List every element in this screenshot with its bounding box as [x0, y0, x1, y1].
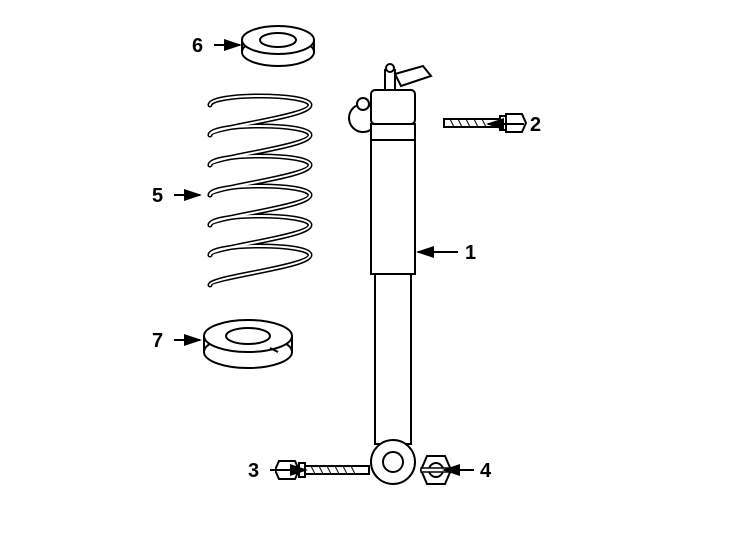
callout-layer [0, 0, 734, 540]
callout-4-label: 4 [480, 460, 491, 483]
callout-4: 4 [480, 460, 491, 483]
callout-6-label: 6 [192, 35, 203, 58]
callout-5-label: 5 [152, 185, 163, 208]
callout-3: 3 [248, 460, 259, 483]
callout-1-label: 1 [465, 242, 476, 265]
callout-2: 2 [530, 114, 541, 137]
callout-7: 7 [152, 330, 163, 353]
callout-3-label: 3 [248, 460, 259, 483]
callout-1: 1 [465, 242, 476, 265]
parts-diagram: 1 2 3 4 5 6 7 [0, 0, 734, 540]
callout-7-label: 7 [152, 330, 163, 353]
callout-5: 5 [152, 185, 163, 208]
callout-2-label: 2 [530, 114, 541, 137]
callout-6: 6 [192, 35, 203, 58]
